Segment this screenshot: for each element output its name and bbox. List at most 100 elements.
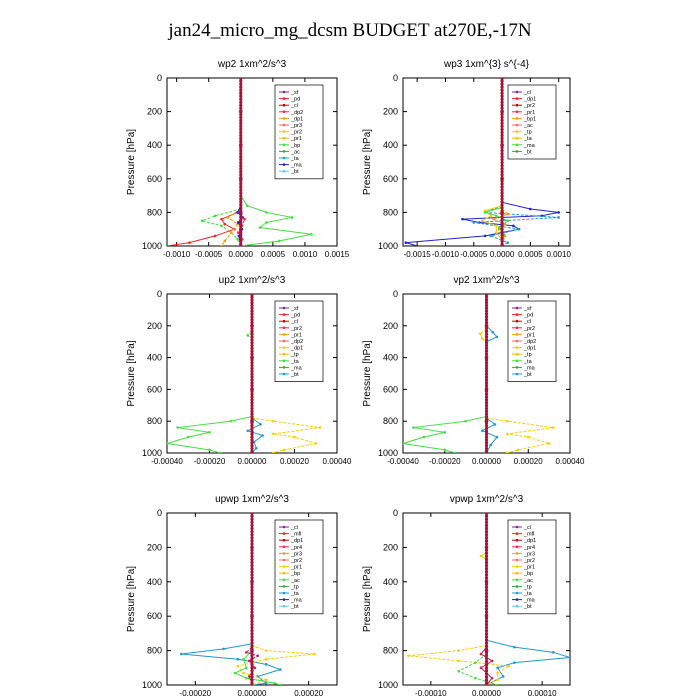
- series-point: [250, 629, 254, 633]
- series-point: [500, 109, 504, 113]
- series-point: [264, 657, 268, 661]
- series-point: [239, 136, 243, 141]
- series-point: [239, 112, 243, 116]
- series-point: [507, 664, 511, 668]
- series-point: [250, 666, 254, 670]
- x-tick-label: 0.00040: [323, 457, 352, 466]
- series-point: [496, 683, 499, 685]
- series-point: [484, 338, 489, 342]
- series-line-bp: [200, 208, 242, 246]
- series-group: [167, 294, 322, 453]
- series-point: [245, 666, 248, 670]
- series-point: [484, 389, 489, 393]
- chart-panel-4: vp2 1xm^2/s^3 Pressure [hPa] 0 200 400 600 800…: [362, 275, 585, 466]
- legend-marker: [515, 552, 519, 555]
- series-point: [254, 446, 258, 450]
- series-point: [484, 629, 489, 633]
- series-point: [250, 588, 254, 593]
- series-point: [256, 654, 259, 658]
- series-point: [250, 678, 254, 682]
- series-point: [250, 663, 254, 667]
- series-point: [208, 448, 211, 452]
- series-point: [250, 557, 254, 562]
- series-point: [271, 419, 275, 423]
- series-point: [236, 664, 240, 668]
- legend-label: _bt: [523, 149, 532, 155]
- series-point: [250, 444, 254, 448]
- legend-marker: [282, 313, 286, 316]
- legend-label: _pr4: [523, 545, 535, 551]
- series-point: [250, 303, 254, 308]
- series-point: [453, 451, 457, 453]
- series-point: [250, 672, 254, 676]
- series-line-tp: [486, 639, 570, 685]
- legend-label: _tp: [523, 130, 532, 136]
- legend-marker: [282, 110, 286, 114]
- series-point: [484, 551, 489, 555]
- series-point: [226, 216, 230, 219]
- y-tick-label: 200: [147, 107, 162, 117]
- series-point: [484, 426, 489, 431]
- series-point: [484, 335, 489, 339]
- series-point: [271, 451, 275, 453]
- series-point: [484, 666, 489, 670]
- series-point: [250, 533, 254, 537]
- legend-marker: [515, 565, 519, 568]
- series-point: [250, 381, 254, 385]
- series-group: [407, 513, 570, 685]
- series-point: [261, 434, 264, 437]
- series-point: [484, 395, 489, 399]
- series-point: [484, 375, 489, 379]
- legend-marker: [515, 558, 519, 562]
- series-point: [186, 435, 190, 439]
- x-tick-label: 0.00040: [556, 457, 585, 466]
- plot-frame: [402, 77, 571, 247]
- series-point: [484, 622, 489, 627]
- series-point: [314, 442, 318, 445]
- series-point: [239, 109, 243, 113]
- series-point: [500, 215, 504, 219]
- series-point: [242, 657, 245, 661]
- legend-label: _cl: [523, 525, 531, 531]
- series-point: [223, 239, 227, 243]
- series-point: [484, 366, 489, 371]
- x-tick-label: 0.00020: [280, 457, 309, 466]
- series-point: [484, 641, 489, 645]
- y-tick-label: 200: [383, 321, 398, 331]
- series-point: [250, 539, 254, 543]
- series-point: [500, 142, 504, 147]
- legend-marker: [282, 359, 286, 363]
- series-point: [239, 176, 243, 180]
- legend-marker: [515, 150, 519, 153]
- series-point: [239, 152, 243, 156]
- series-point: [245, 651, 248, 654]
- legend-label: _pr2: [523, 558, 535, 564]
- series-point: [239, 191, 243, 195]
- series-point: [484, 429, 489, 433]
- series-point: [500, 185, 504, 189]
- series-point: [483, 234, 487, 238]
- series-point: [271, 432, 275, 436]
- series-point: [461, 217, 464, 221]
- series-point: [279, 683, 282, 685]
- series-point: [500, 136, 504, 141]
- legend-label: _pr2: [290, 326, 302, 332]
- series-point: [239, 121, 243, 125]
- series-point: [250, 610, 254, 614]
- series-point: [443, 431, 447, 434]
- legend-marker: [515, 117, 519, 120]
- series-point: [318, 426, 322, 429]
- series-line-tp: [481, 325, 498, 453]
- series-point: [229, 231, 233, 234]
- series-point: [239, 158, 243, 162]
- series-point: [484, 523, 489, 527]
- series-point: [250, 660, 254, 664]
- series-point: [484, 560, 489, 565]
- y-tick-label: 400: [147, 353, 162, 363]
- legend-marker: [515, 143, 519, 147]
- series-point: [500, 78, 504, 80]
- series-point: [407, 654, 410, 658]
- series-point: [496, 666, 499, 670]
- y-axis-label: Pressure [hPa]: [362, 340, 373, 406]
